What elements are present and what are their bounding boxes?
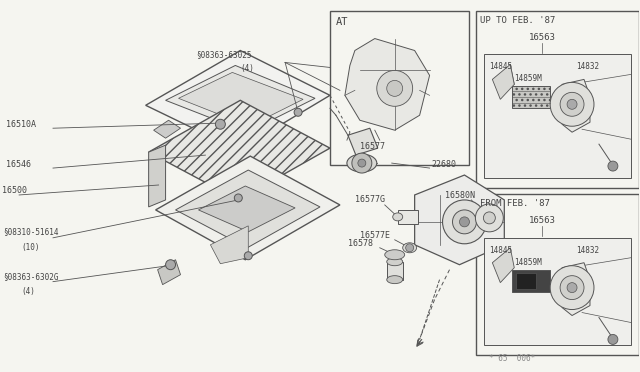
Circle shape (608, 161, 618, 171)
Circle shape (550, 266, 594, 310)
Text: §08363-63025: §08363-63025 (196, 50, 252, 59)
Text: (4): (4) (21, 286, 35, 296)
Circle shape (406, 244, 413, 252)
Polygon shape (154, 120, 180, 138)
Polygon shape (157, 260, 180, 285)
Text: 16500: 16500 (2, 186, 27, 195)
Polygon shape (562, 79, 590, 132)
Ellipse shape (393, 213, 403, 221)
Polygon shape (348, 128, 378, 155)
Circle shape (483, 212, 495, 224)
Text: 14832: 14832 (576, 62, 599, 71)
Circle shape (352, 153, 372, 173)
Text: 16563: 16563 (529, 33, 556, 42)
Polygon shape (166, 65, 315, 132)
Circle shape (166, 260, 175, 270)
Circle shape (216, 119, 225, 129)
Text: 14845: 14845 (490, 62, 513, 71)
Polygon shape (492, 64, 515, 99)
Circle shape (567, 283, 577, 293)
Bar (476, 194, 639, 355)
Circle shape (294, 108, 302, 116)
Bar (516, 273, 536, 289)
Text: 16577E: 16577E (360, 231, 390, 240)
Circle shape (234, 194, 243, 202)
Circle shape (387, 80, 403, 96)
Text: 16577: 16577 (360, 142, 385, 151)
Text: 16546: 16546 (6, 160, 31, 169)
Text: 16577G: 16577G (355, 195, 385, 205)
Text: 16510A: 16510A (6, 120, 36, 129)
Text: * 65  006*: * 65 006* (490, 355, 536, 363)
Polygon shape (175, 170, 320, 248)
Circle shape (608, 334, 618, 344)
Circle shape (452, 210, 476, 234)
Circle shape (560, 276, 584, 299)
Text: §08363-6302G: §08363-6302G (3, 272, 59, 281)
Ellipse shape (347, 154, 377, 172)
Circle shape (550, 82, 594, 126)
Polygon shape (156, 156, 340, 260)
Text: (4): (4) (240, 64, 254, 73)
Circle shape (567, 99, 577, 109)
Bar (387, 262, 403, 280)
Bar (512, 86, 550, 108)
Ellipse shape (403, 243, 417, 253)
Polygon shape (415, 175, 504, 265)
Circle shape (377, 70, 413, 106)
Bar (484, 238, 631, 346)
Text: 16578: 16578 (348, 239, 373, 248)
Bar (330, 11, 469, 165)
Text: 14859M: 14859M (515, 74, 542, 83)
Ellipse shape (387, 276, 403, 283)
Polygon shape (211, 226, 248, 264)
Polygon shape (148, 145, 166, 207)
Polygon shape (345, 39, 429, 130)
Text: (10): (10) (21, 243, 40, 252)
Text: §08310-51614: §08310-51614 (3, 227, 59, 236)
Polygon shape (146, 51, 330, 150)
Bar (484, 54, 631, 178)
Text: AT: AT (336, 17, 348, 27)
Bar (476, 11, 639, 188)
Text: 22680: 22680 (431, 160, 456, 169)
Circle shape (560, 92, 584, 116)
Circle shape (460, 217, 469, 227)
Text: 14845: 14845 (490, 246, 513, 255)
Ellipse shape (387, 258, 403, 266)
Text: 16563: 16563 (529, 216, 556, 225)
Text: 14859M: 14859M (515, 258, 542, 267)
Text: 16580N: 16580N (445, 192, 474, 201)
Text: UP TO FEB. '87: UP TO FEB. '87 (481, 16, 556, 25)
Circle shape (244, 252, 252, 260)
Circle shape (442, 200, 486, 244)
Ellipse shape (385, 250, 404, 260)
Polygon shape (492, 248, 515, 283)
Polygon shape (562, 263, 590, 315)
Polygon shape (148, 100, 330, 200)
Circle shape (476, 204, 503, 232)
Polygon shape (198, 186, 295, 232)
Circle shape (358, 159, 366, 167)
Polygon shape (179, 73, 303, 126)
Text: 14832: 14832 (576, 246, 599, 255)
Text: FROM FEB. '87: FROM FEB. '87 (481, 199, 550, 208)
Bar (397, 210, 418, 224)
Bar (512, 270, 550, 292)
